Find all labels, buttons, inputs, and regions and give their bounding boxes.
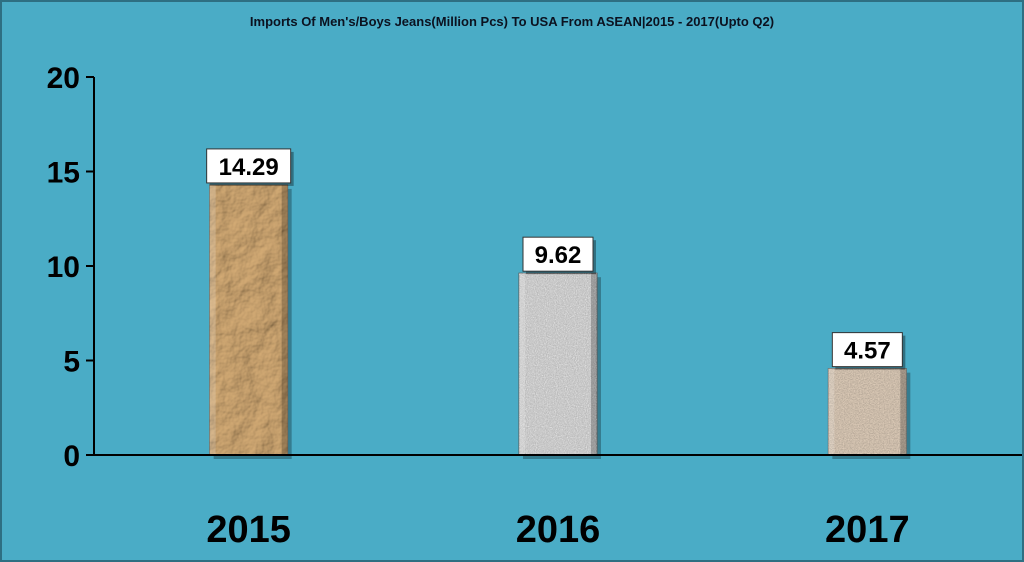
bar-texture	[828, 368, 907, 455]
bar-texture	[519, 273, 597, 455]
x-axis: 2015 2016 2017	[94, 454, 1022, 551]
y-axis: 0 5 10 15 20	[47, 62, 95, 473]
bar-bevel-left	[828, 368, 835, 455]
y-tick-label: 5	[63, 346, 80, 379]
bar-2016	[518, 272, 601, 459]
bar-bevel-left	[519, 273, 525, 455]
bar-bevel-right	[281, 184, 288, 455]
x-tick-label: 2017	[825, 509, 910, 551]
data-label-2016: 9.62	[522, 236, 596, 275]
data-label-box	[206, 148, 292, 184]
bar-bevel-right	[591, 273, 597, 455]
data-label-text: 4.57	[844, 338, 891, 365]
x-tick-label: 2016	[516, 509, 601, 551]
y-tick-label: 10	[47, 251, 80, 284]
y-tick-label: 20	[47, 62, 80, 95]
chart-title: Imports Of Men's/Boys Jeans(Million Pcs)…	[250, 14, 774, 29]
data-label-text: 9.62	[535, 242, 582, 269]
bar-bevel-right	[900, 368, 907, 455]
bar-2017	[827, 368, 911, 459]
bar-2015	[209, 184, 292, 459]
data-label-2017: 4.57	[831, 332, 906, 370]
bar-texture	[209, 184, 288, 455]
data-label-box	[831, 332, 903, 368]
data-label-2015: 14.29	[206, 148, 294, 186]
y-tick-label: 15	[47, 157, 80, 190]
bars: 14.29 9.62 4.57	[206, 148, 911, 459]
bar-bevel-left	[209, 184, 216, 455]
data-label-box	[522, 236, 594, 272]
y-tick-label: 0	[63, 440, 80, 473]
x-tick-label: 2015	[206, 509, 291, 551]
data-label-text: 14.29	[219, 154, 279, 181]
